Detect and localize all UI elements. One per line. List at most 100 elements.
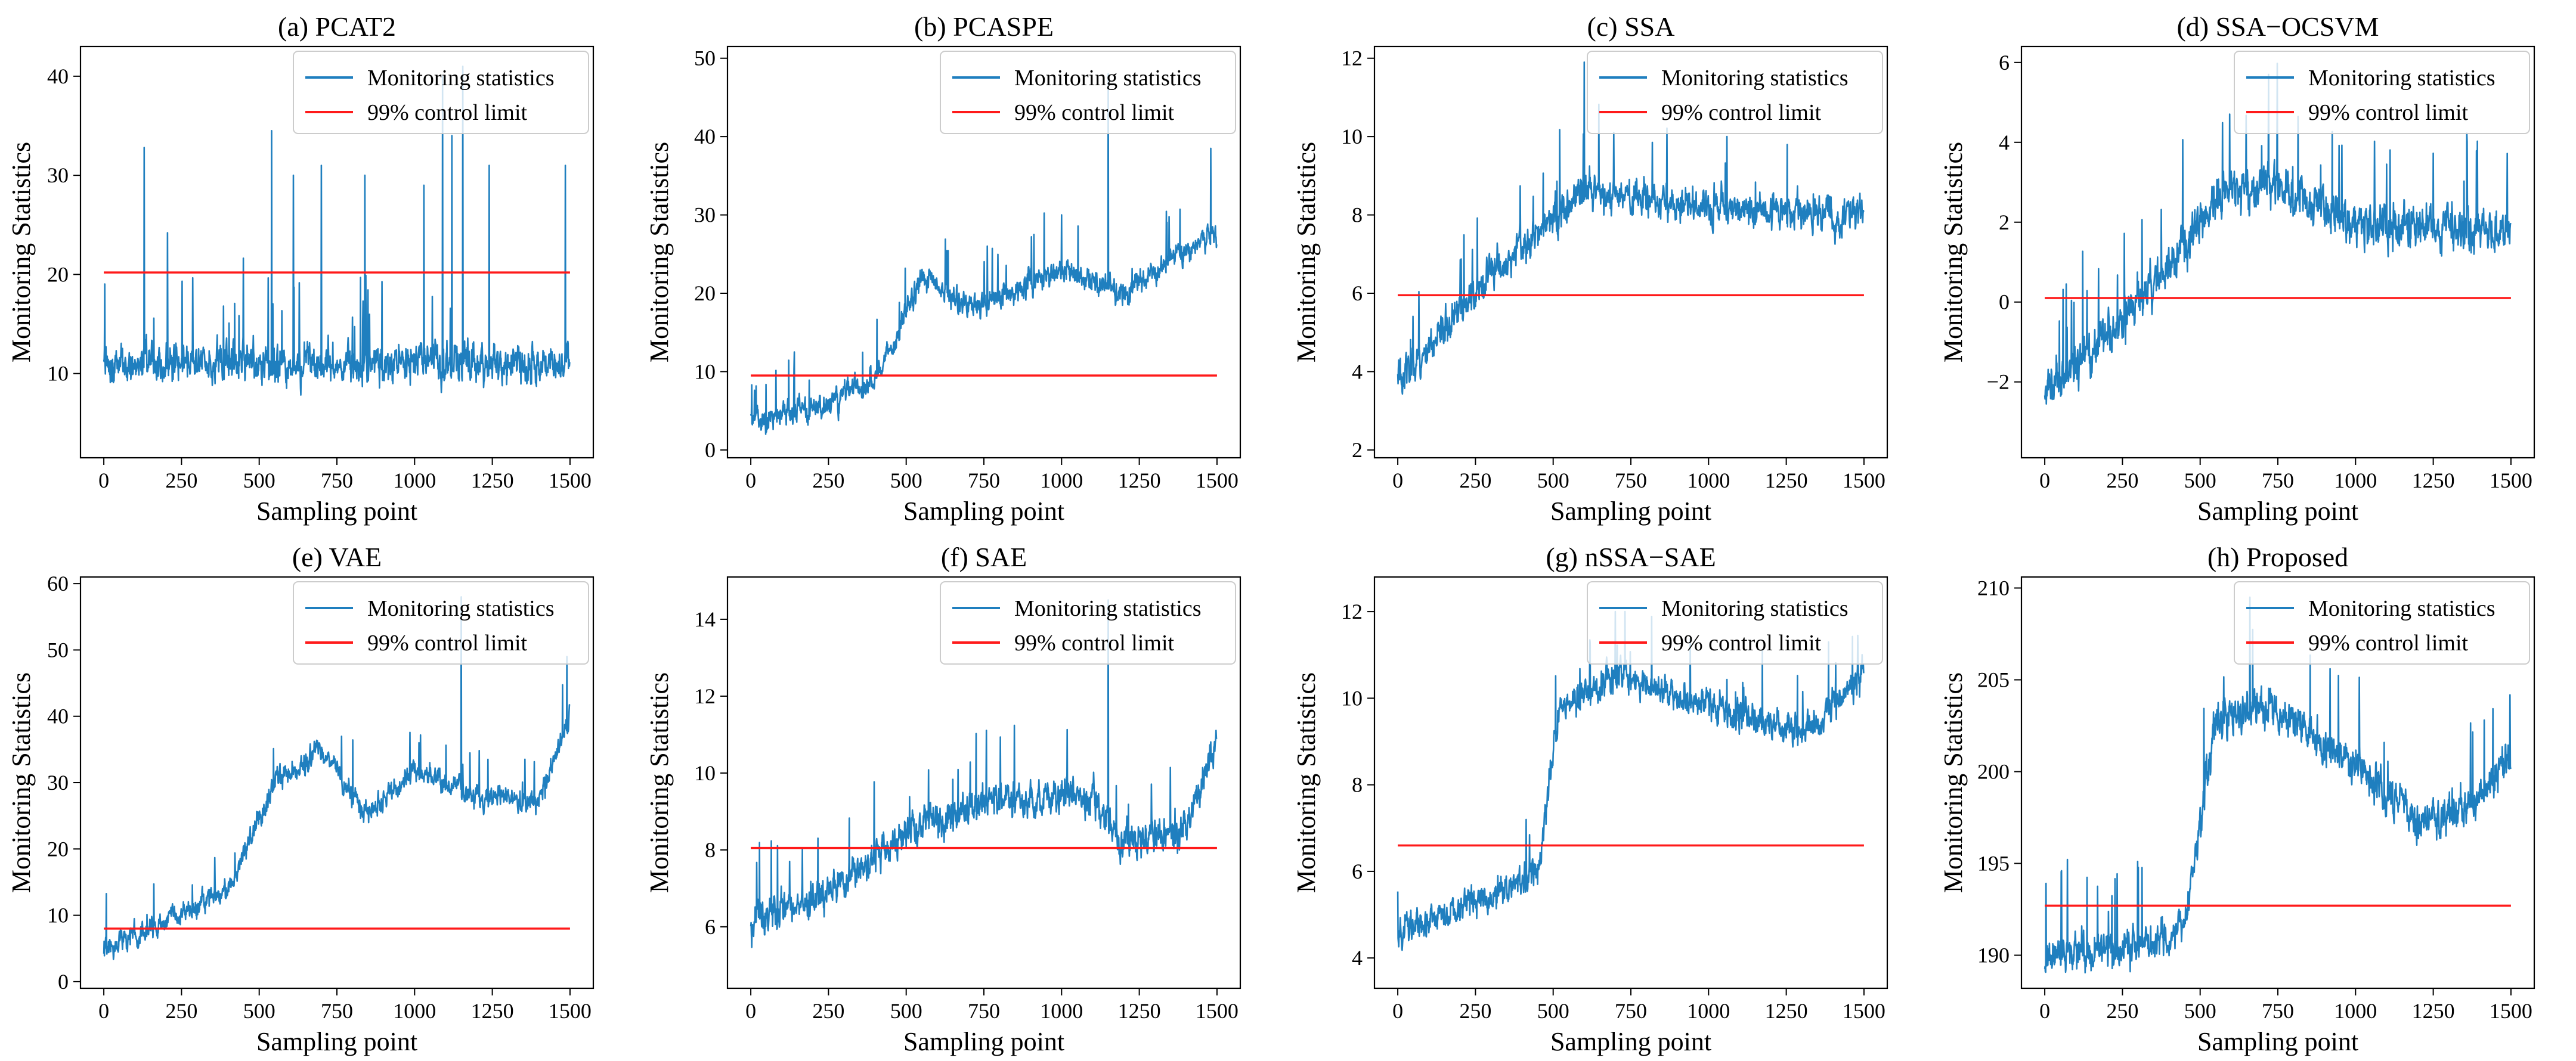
subplot-2: (c) SSA 0 250 500 750 1000 1250 1500 2 4 6 8 10 12 Sam…	[1292, 11, 1888, 526]
x-tick-label: 250	[1459, 999, 1491, 1023]
y-axis-label: Monitoring Statistics	[645, 672, 674, 893]
legend: Monitoring statistics 99% control limit	[293, 51, 589, 134]
x-tick-label: 1250	[2412, 999, 2455, 1023]
x-tick-label: 250	[165, 999, 197, 1023]
panel-title: (f) SAE	[941, 542, 1027, 572]
x-axis-label: Sampling point	[256, 1027, 417, 1056]
x-tick-label: 1250	[1118, 469, 1161, 492]
y-tick-label: 60	[47, 572, 69, 595]
y-tick-label: 40	[47, 64, 69, 88]
y-axis-label: Monitoring Statistics	[1939, 142, 1968, 362]
y-tick-label: 200	[1977, 760, 2010, 784]
legend-label-control-limit: 99% control limit	[367, 100, 528, 125]
y-tick-label: 30	[47, 771, 69, 795]
x-tick-label: 500	[2184, 999, 2216, 1023]
y-tick-label: 12	[1341, 46, 1363, 70]
legend: Monitoring statistics 99% control limit	[2234, 51, 2530, 134]
y-tick-label: 4	[1352, 359, 1363, 383]
x-tick-label: 500	[890, 999, 922, 1023]
x-tick-label: 500	[1537, 469, 1569, 492]
x-tick-label: 1500	[1196, 469, 1239, 492]
y-tick-label: 4	[1352, 946, 1363, 970]
x-tick-label: 1500	[2490, 469, 2532, 492]
x-tick-label: 1250	[2412, 469, 2455, 492]
panel-title: (a) PCAT2	[278, 11, 396, 42]
legend: Monitoring statistics 99% control limit	[940, 581, 1236, 665]
monitoring-statistics-line	[750, 599, 1218, 948]
x-tick-label: 500	[243, 999, 275, 1023]
y-axis-label: Monitoring Statistics	[7, 142, 36, 362]
x-tick-label: 1000	[2334, 999, 2377, 1023]
legend: Monitoring statistics 99% control limit	[2234, 581, 2530, 665]
x-tick-label: 1250	[471, 469, 514, 492]
x-tick-label: 750	[1615, 999, 1647, 1023]
y-tick-label: 190	[1977, 944, 2010, 967]
legend: Monitoring statistics 99% control limit	[940, 51, 1236, 134]
monitoring-statistics-line	[103, 66, 571, 396]
legend-label-control-limit: 99% control limit	[1661, 631, 1822, 656]
y-tick-label: 2	[1352, 438, 1363, 462]
x-axis-label: Sampling point	[903, 497, 1064, 526]
legend-label-monitoring: Monitoring statistics	[1661, 66, 1849, 91]
legend-box	[940, 581, 1236, 665]
y-tick-label: 10	[694, 359, 716, 383]
panel-title: (d) SSA−OCSVM	[2176, 11, 2379, 42]
x-tick-label: 750	[1615, 469, 1647, 492]
y-tick-label: 195	[1977, 852, 2010, 876]
x-tick-label: 1250	[471, 999, 514, 1023]
x-axis-label: Sampling point	[2197, 1027, 2358, 1056]
legend-label-monitoring: Monitoring statistics	[2308, 66, 2496, 91]
subplot-7: (h) Proposed 0 250 500 750 1000 1250 1500 190 195…	[1939, 542, 2535, 1056]
y-tick-label: 40	[694, 125, 716, 148]
legend-box	[1587, 51, 1883, 134]
legend-box	[2234, 51, 2530, 134]
y-axis-label: Monitoring Statistics	[1939, 672, 1968, 893]
x-tick-label: 0	[2039, 999, 2050, 1023]
legend-label-control-limit: 99% control limit	[1014, 631, 1175, 656]
y-axis-label: Monitoring Statistics	[645, 142, 674, 362]
y-tick-label: 10	[1341, 686, 1363, 710]
y-tick-label: 0	[705, 438, 716, 462]
x-tick-label: 1500	[1843, 999, 1885, 1023]
y-tick-label: 20	[47, 262, 69, 286]
x-tick-label: 500	[243, 469, 275, 492]
x-tick-label: 0	[2039, 469, 2050, 492]
y-tick-label: 40	[47, 705, 69, 728]
y-tick-label: 6	[1352, 281, 1363, 305]
y-tick-label: 205	[1977, 668, 2010, 692]
legend-label-control-limit: 99% control limit	[2308, 100, 2469, 125]
x-tick-label: 1250	[1765, 469, 1808, 492]
y-tick-label: 20	[47, 837, 69, 861]
y-tick-label: 12	[1341, 600, 1363, 623]
y-tick-label: 50	[694, 46, 716, 70]
legend-label-monitoring: Monitoring statistics	[367, 596, 555, 621]
legend-label-monitoring: Monitoring statistics	[1014, 596, 1202, 621]
legend-label-control-limit: 99% control limit	[1014, 100, 1175, 125]
x-tick-label: 1500	[1843, 469, 1885, 492]
x-tick-label: 0	[98, 469, 109, 492]
x-tick-label: 1000	[1687, 999, 1730, 1023]
panel-title: (g) nSSA−SAE	[1546, 542, 1716, 572]
legend: Monitoring statistics 99% control limit	[1587, 51, 1883, 134]
y-tick-label: 4	[1999, 131, 2010, 154]
x-tick-label: 1500	[549, 999, 592, 1023]
legend-box	[1587, 581, 1883, 665]
monitoring-statistics-line	[750, 73, 1218, 435]
legend-label-control-limit: 99% control limit	[1661, 100, 1822, 125]
x-tick-label: 1250	[1765, 999, 1808, 1023]
y-tick-label: 2	[1999, 210, 2010, 234]
y-tick-label: 8	[705, 838, 716, 862]
y-tick-label: 10	[47, 904, 69, 927]
panel-title: (c) SSA	[1587, 11, 1675, 42]
y-tick-label: 6	[1999, 51, 2010, 75]
x-tick-label: 250	[2106, 999, 2138, 1023]
x-tick-label: 1000	[1040, 469, 1083, 492]
x-tick-label: 0	[98, 999, 109, 1023]
x-tick-label: 750	[2262, 999, 2294, 1023]
x-tick-label: 1000	[1687, 469, 1730, 492]
x-tick-label: 500	[890, 469, 922, 492]
y-tick-label: 10	[694, 761, 716, 785]
subplot-5: (f) SAE 0 250 500 750 1000 1250 1500 6 8 10 12 14 Sam…	[645, 542, 1241, 1056]
monitoring-statistics-line	[2044, 63, 2512, 405]
